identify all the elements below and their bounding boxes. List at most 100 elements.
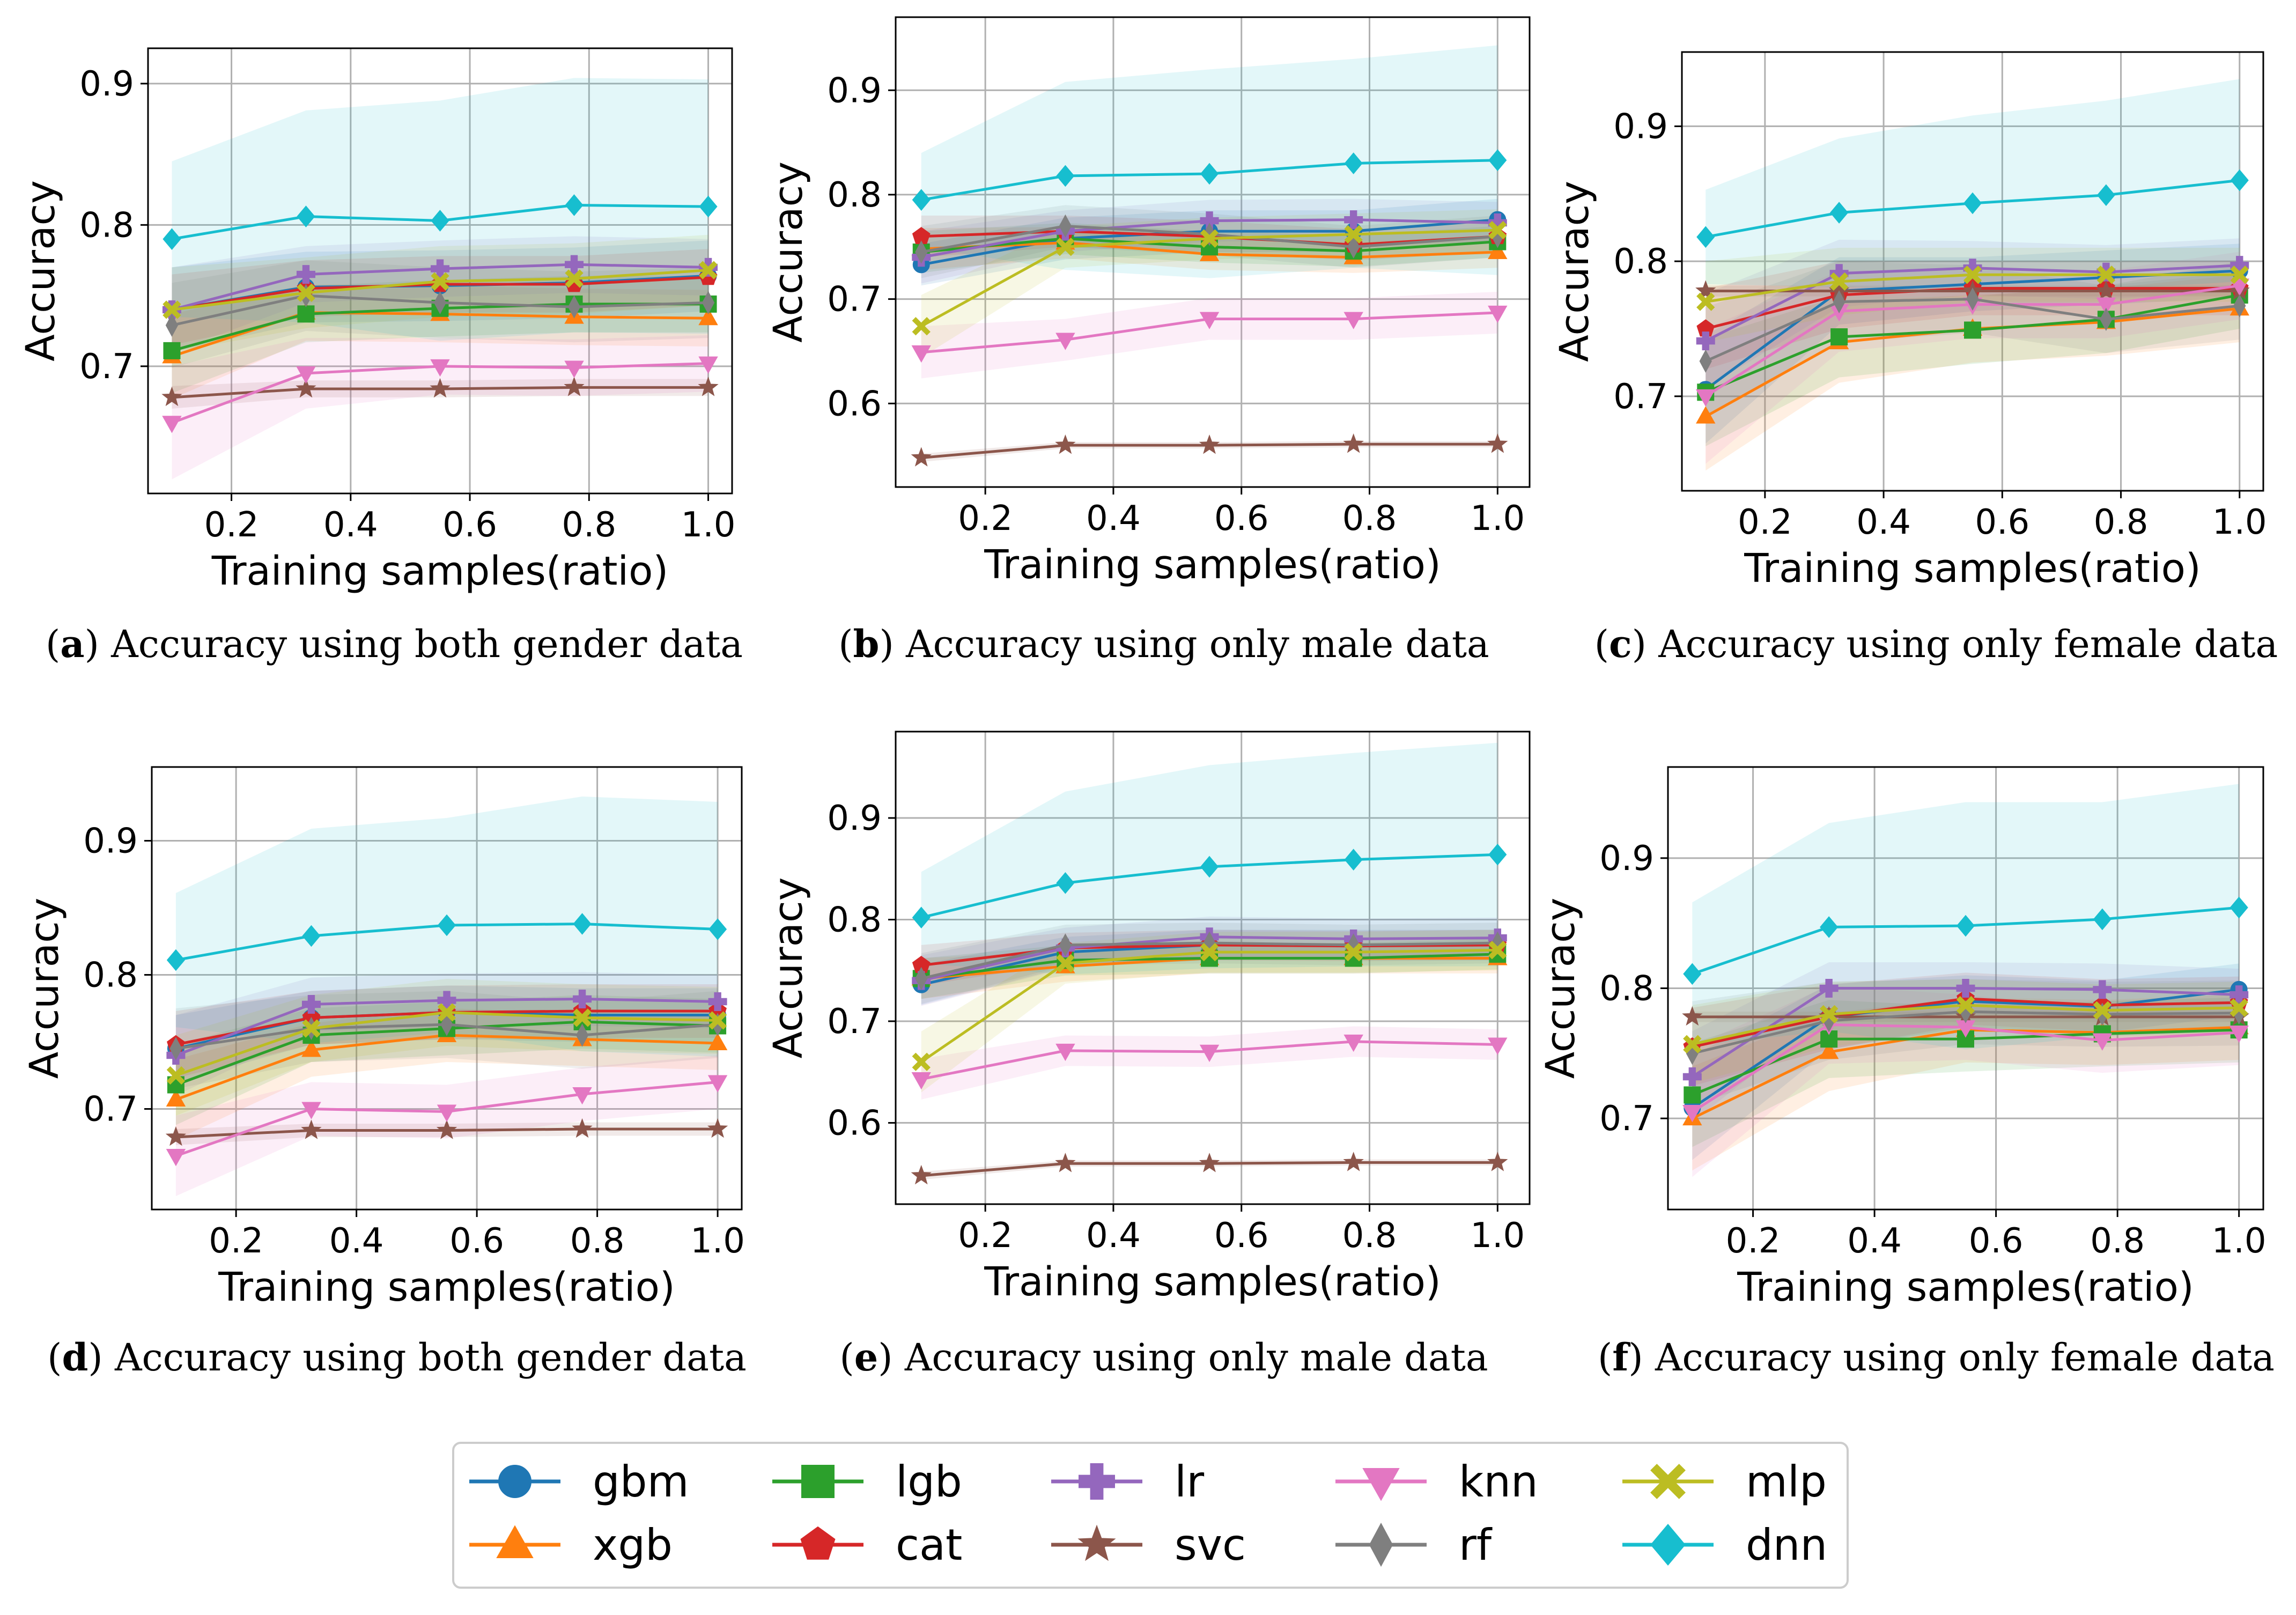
y-tick-label: 0.7 xyxy=(1599,1099,1654,1139)
mlp-point xyxy=(1819,1005,1839,1024)
mlp-point xyxy=(437,1003,456,1022)
knn-point xyxy=(296,366,316,384)
y-tick-label: 0.9 xyxy=(827,799,882,838)
dnn-point xyxy=(1683,963,1702,985)
dnn-point xyxy=(1820,916,1839,938)
lr-point xyxy=(1682,1067,1702,1086)
mlp-point xyxy=(1344,225,1363,244)
subfigure-caption: (c) Accuracy using only female data xyxy=(1594,622,2278,666)
y-axis-label: Accuracy xyxy=(18,180,64,362)
knn-point xyxy=(911,345,931,363)
mlp-point xyxy=(573,1008,592,1027)
dnn-point xyxy=(708,918,727,940)
x-axis-label: Training samples(ratio) xyxy=(984,542,1441,588)
svc-point xyxy=(572,1118,593,1138)
y-tick-label: 0.9 xyxy=(1599,839,1654,879)
axes-frame xyxy=(895,16,1531,488)
dnn-band xyxy=(1706,79,2240,291)
dnn-point xyxy=(1830,202,1849,224)
dnn-point xyxy=(912,189,931,211)
svc-point xyxy=(707,1118,728,1138)
knn-point xyxy=(1488,305,1508,323)
svc-point xyxy=(161,386,182,407)
xgb-point xyxy=(166,1089,186,1107)
axes-frame xyxy=(895,731,1531,1205)
chart-panel-b: 0.2 0.4 0.6 0.8 1.0 0.6 0.7 0.8 0.9 Training samp… xyxy=(765,16,1531,666)
rf-point xyxy=(165,313,179,337)
dnn-point xyxy=(565,194,584,216)
caption-letter: a xyxy=(60,622,84,666)
y-tick-label: 0.7 xyxy=(1613,377,1668,417)
mlp-point xyxy=(1344,942,1363,962)
x-tick-label: 0.8 xyxy=(562,505,616,545)
x-axis-label: Training samples(ratio) xyxy=(1744,545,2201,592)
legend-marker xyxy=(801,1465,835,1498)
xgb-point xyxy=(1696,406,1716,424)
dnn-point xyxy=(2096,184,2115,207)
legend-marker xyxy=(1650,1464,1686,1499)
legend-item-lgb: lgb xyxy=(772,1457,962,1507)
plot-area xyxy=(165,797,728,1196)
x-tick-label: 1.0 xyxy=(681,505,736,545)
y-tick-label: 0.9 xyxy=(79,64,134,104)
dnn-point xyxy=(1344,152,1363,174)
dnn-point xyxy=(1056,165,1075,187)
legend-marker xyxy=(496,1525,534,1558)
dnn-point xyxy=(1056,872,1075,894)
knn-point xyxy=(162,416,182,433)
y-tick-label: 0.8 xyxy=(1599,969,1654,1009)
legend-label: knn xyxy=(1459,1457,1538,1507)
x-axis-label: Training samples(ratio) xyxy=(1737,1264,2194,1310)
chart-panel-e: 0.2 0.4 0.6 0.8 1.0 0.6 0.7 0.8 0.9 Training samp… xyxy=(765,731,1531,1380)
y-tick-label: 0.9 xyxy=(83,822,138,861)
knn-point xyxy=(1199,1044,1220,1063)
lgb-point xyxy=(163,342,181,359)
y-tick-label: 0.7 xyxy=(827,280,882,320)
caption-text: Accuracy using only male data xyxy=(904,1336,1488,1380)
x-axis-label: Training samples(ratio) xyxy=(211,548,668,594)
chart-panels: 0.2 0.4 0.6 0.8 1.0 0.7 0.8 0.9 Training samples… xyxy=(18,16,2278,1380)
legend-label: dnn xyxy=(1746,1520,1827,1570)
dnn-point xyxy=(2230,169,2249,191)
x-axis-label: Training samples(ratio) xyxy=(218,1264,675,1310)
plot-area xyxy=(1682,784,2249,1177)
legend-item-svc: svc xyxy=(1051,1520,1246,1570)
rf-point xyxy=(2233,294,2246,318)
y-tick-label: 0.8 xyxy=(79,205,134,245)
dnn-point xyxy=(437,914,456,936)
knn-point xyxy=(2096,297,2116,315)
caption-letter: b xyxy=(853,622,880,666)
x-tick-label: 0.2 xyxy=(1738,503,1792,542)
lr-point xyxy=(2093,980,2112,999)
legend-label: cat xyxy=(896,1520,962,1570)
x-tick-label: 0.8 xyxy=(2094,503,2149,542)
dnn-point xyxy=(1696,226,1715,248)
mlp-point xyxy=(1200,229,1219,248)
chart-panel-f: 0.2 0.4 0.6 0.8 1.0 0.7 0.8 0.9 Training samples… xyxy=(1538,766,2275,1380)
rf-point xyxy=(1699,349,1712,373)
y-tick-label: 0.8 xyxy=(827,901,882,940)
dnn-point xyxy=(1956,915,1975,937)
rf-point xyxy=(1059,214,1072,238)
x-tick-label: 0.8 xyxy=(1342,1216,1397,1256)
rf-point xyxy=(1059,933,1072,957)
legend-item-dnn: dnn xyxy=(1622,1520,1827,1570)
rf-point xyxy=(575,1023,589,1047)
mlp-point xyxy=(1200,942,1219,962)
mlp-point xyxy=(912,1052,931,1071)
svc-point xyxy=(1487,433,1508,453)
svc-point xyxy=(165,1126,187,1146)
caption-letter: c xyxy=(1609,622,1632,666)
y-axis-label: Accuracy xyxy=(1538,898,1584,1079)
legend-label: xgb xyxy=(593,1520,673,1570)
y-tick-label: 0.7 xyxy=(79,347,134,387)
knn-point xyxy=(2229,1026,2249,1043)
mlp-point xyxy=(565,269,584,288)
x-tick-label: 0.4 xyxy=(1856,503,1911,542)
dnn-point xyxy=(163,228,181,250)
svc-point xyxy=(1055,1153,1076,1172)
x-tick-label: 1.0 xyxy=(690,1221,745,1261)
mlp-point xyxy=(297,283,315,303)
subfigure-caption: (b) Accuracy using only male data xyxy=(838,622,1489,666)
y-tick-label: 0.9 xyxy=(1613,107,1668,146)
